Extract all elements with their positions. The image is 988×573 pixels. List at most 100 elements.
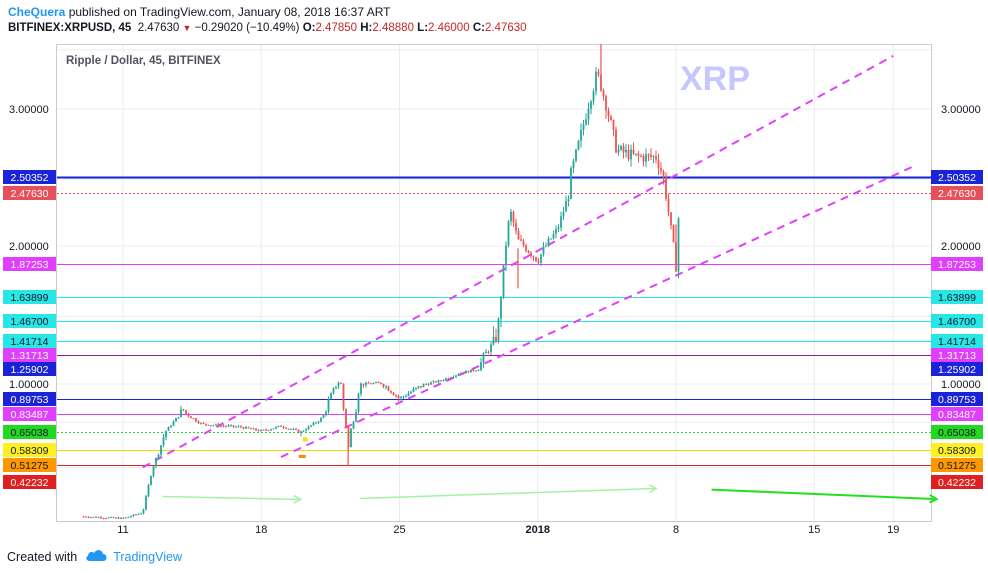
candle-body (302, 430, 305, 432)
candle-body (110, 517, 112, 519)
projection-arrow[interactable] (359, 487, 657, 500)
price-tag (931, 348, 983, 362)
watermark: XRP (680, 60, 750, 98)
candle-body (262, 429, 265, 431)
candle-body (475, 370, 477, 372)
candle-body (567, 199, 570, 202)
candle-body (515, 222, 517, 231)
candle-body (422, 383, 425, 388)
price-change: −0.29020 (−10.49%) (194, 22, 300, 34)
candle-body (232, 425, 235, 427)
candle-body (365, 382, 367, 386)
candle-body (610, 116, 612, 121)
price-tag (931, 290, 983, 304)
candle-body (322, 415, 325, 419)
candle-body (595, 71, 597, 92)
candle-body (160, 445, 162, 455)
arrow-head-icon (648, 484, 658, 494)
candle-body (440, 380, 442, 382)
projection-arrow[interactable] (711, 488, 937, 501)
candle-body (655, 156, 657, 160)
candle-body (165, 430, 167, 438)
trendlines[interactable] (142, 54, 914, 469)
candle-body (590, 101, 592, 109)
candle-body (635, 153, 637, 155)
y-tick-label: 2.00000 (941, 241, 981, 253)
price-tag (3, 443, 56, 457)
candle-body (400, 396, 402, 398)
candle-body (380, 382, 382, 384)
price-tag-label: 1.31713 (11, 350, 49, 362)
trendline[interactable] (280, 165, 914, 458)
candle-body (452, 376, 455, 378)
candle-body (90, 516, 92, 518)
candle-body (82, 516, 85, 518)
candle-body (530, 252, 532, 257)
candle-body (492, 336, 495, 345)
candle-body (450, 377, 452, 379)
candle-body (650, 154, 652, 157)
price-tag (3, 392, 56, 406)
price-tag (3, 475, 56, 489)
candle-body (130, 516, 132, 518)
projection-arrows[interactable] (162, 484, 939, 504)
candle-body (332, 388, 335, 394)
candle-body (512, 211, 515, 223)
candle-body (597, 71, 600, 75)
price-tag-label: 2.47630 (11, 188, 49, 200)
candle-body (545, 245, 547, 247)
candle-body (645, 154, 647, 162)
candle-body (592, 91, 595, 102)
candle-body (665, 175, 667, 199)
candle-body (152, 466, 155, 476)
price-tag (3, 257, 56, 271)
tradingview-cloud-icon (85, 548, 109, 565)
candle-body (427, 383, 430, 385)
y-tick-label: 3.00000 (941, 104, 981, 116)
candle-body (142, 509, 145, 514)
price-tag-label: 1.46700 (11, 316, 49, 328)
price-tag-label: 0.51275 (11, 460, 49, 472)
close-value: 2.47630 (484, 22, 527, 34)
projection-arrow[interactable] (162, 495, 301, 501)
candle-body (275, 426, 277, 429)
markers (298, 437, 308, 458)
candle-body (542, 246, 545, 255)
tradingview-link[interactable]: TradingView (113, 549, 182, 564)
candle-body (250, 428, 252, 430)
author-link[interactable]: CheQuera (8, 5, 66, 19)
candle-body (112, 517, 115, 519)
price-tag-label: 0.51275 (938, 460, 976, 472)
candle-body (637, 153, 640, 156)
candle-body (407, 393, 410, 396)
candle-body (292, 429, 295, 431)
price-tag-label: 0.42232 (938, 477, 976, 489)
candle-body (560, 216, 562, 228)
candle-body (337, 382, 340, 387)
candle-body (480, 362, 482, 370)
candle-body (495, 336, 497, 342)
candle-body (500, 297, 502, 319)
candle-body (552, 233, 555, 239)
candle-body (242, 427, 245, 429)
x-tick-label: 8 (673, 524, 679, 536)
candle-body (350, 428, 352, 448)
price-tag-label: 0.83487 (11, 409, 49, 421)
candle-body (640, 155, 642, 157)
candle-body (155, 458, 157, 467)
created-with-label: Created with (7, 549, 78, 564)
y-tick-label: 1.00000 (9, 379, 49, 391)
candle-body (330, 393, 332, 400)
candle-body (247, 426, 250, 429)
chart-title: Ripple / Dollar, 45, BITFINEX (66, 55, 221, 67)
candle-body (607, 110, 610, 117)
price-tag-label: 1.87253 (11, 259, 49, 271)
low-value: 2.46000 (428, 22, 470, 34)
candle-body (550, 238, 552, 240)
candle-body (385, 386, 387, 388)
candle-body (150, 475, 152, 485)
price-tag (3, 314, 56, 328)
candle-body (315, 422, 317, 424)
price-tag-label: 0.89753 (938, 394, 976, 406)
